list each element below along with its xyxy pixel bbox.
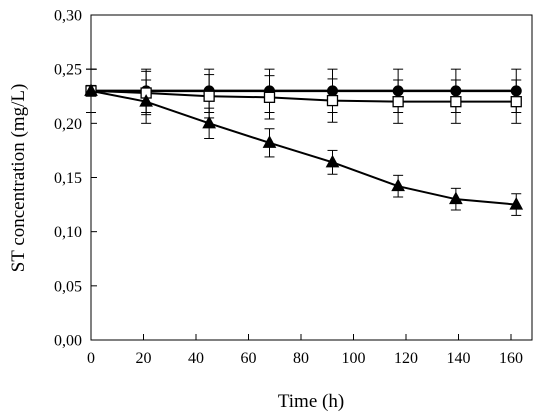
y-tick-label: 0,30 [54,8,82,25]
x-axis-ticks: 0 20 40 60 80 100 120 140 160 [87,334,523,367]
data-point-circle [450,85,462,97]
data-point-square [450,96,462,108]
y-tick-label: 0,00 [54,333,82,350]
data-point-circle [327,85,338,97]
y-tick-label: 0,15 [54,170,82,187]
data-point-square [326,94,339,107]
data-point-square [263,91,276,103]
data-point-square [203,90,215,102]
data-point-triangle [325,154,340,168]
x-axis-label: Time (h) [278,391,344,412]
series-layer [84,68,524,216]
data-point-triangle [84,83,98,96]
y-tick-label: 0,25 [54,62,82,79]
x-tick-label: 160 [499,350,523,367]
y-tick-label: 0,20 [54,116,82,133]
data-point-square [392,96,404,108]
y-tick-label: 0,05 [54,278,82,295]
x-tick-label: 80 [293,350,309,367]
x-tick-label: 0 [87,350,95,367]
y-tick-label: 0,10 [54,224,82,241]
data-point-square [510,96,522,108]
x-tick-label: 60 [241,350,257,367]
x-tick-label: 20 [136,350,152,367]
plot-frame [90,14,533,341]
series-line-triangle-filled [90,89,517,206]
x-tick-label: 40 [188,350,204,367]
y-axis-label: ST concentration (mg/L) [8,84,29,273]
data-point-triangle [202,115,216,129]
data-point-triangle [391,178,405,192]
data-point-circle [392,85,404,97]
x-tick-label: 120 [394,350,418,367]
data-point-circle [510,85,522,97]
data-point-triangle [139,94,153,107]
data-point-triangle [449,191,463,205]
x-tick-label: 140 [447,350,471,367]
series-line-square-open [90,89,517,103]
data-point-triangle [509,197,524,210]
data-point-triangle [262,135,277,148]
y-axis-ticks: 0,00 0,05 0,10 0,15 0,20 0,25 0,30 [54,8,97,350]
x-tick-label: 100 [342,350,366,367]
